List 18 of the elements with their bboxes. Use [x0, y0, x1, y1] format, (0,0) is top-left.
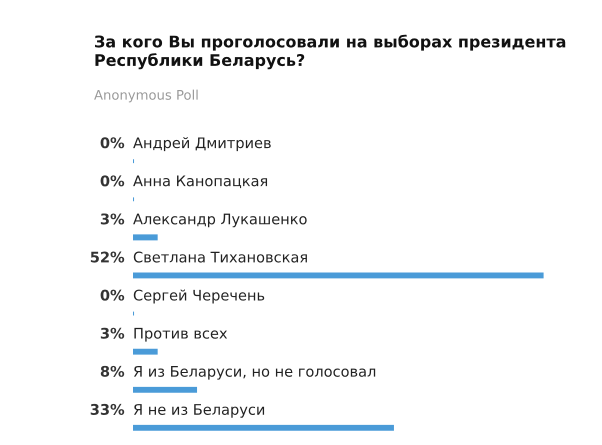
y-tick-label: Анна Канопацкая — [133, 176, 268, 188]
y-tick-label: Андрей Дмитриев — [133, 137, 271, 152]
y-tick-label: Светлана Тихановская — [134, 252, 307, 263]
data-label: 3% — [100, 328, 124, 339]
y-tick-label: Я из Беларуси, но не голосовал — [134, 366, 376, 380]
data-label: 0% — [100, 137, 124, 148]
y-tick-label: Против всех — [134, 328, 228, 342]
data-label: 8% — [100, 366, 124, 377]
data-label: 52% — [90, 252, 124, 263]
data-label: 33% — [90, 404, 124, 415]
data-label: 3% — [100, 213, 124, 224]
chart-subtitle: Anonymous Poll — [94, 90, 198, 102]
y-tick-label: Я не из Беларуси — [134, 404, 264, 418]
y-tick-label: Александр Лукашенко — [133, 214, 307, 228]
data-label: 0% — [100, 175, 124, 186]
chart-title: За кого Вы проголосовали на выборах президента Республики Беларусь? — [95, 34, 566, 70]
y-tick-label: Сергей Черечень — [134, 289, 264, 304]
data-label: 0% — [100, 290, 124, 301]
